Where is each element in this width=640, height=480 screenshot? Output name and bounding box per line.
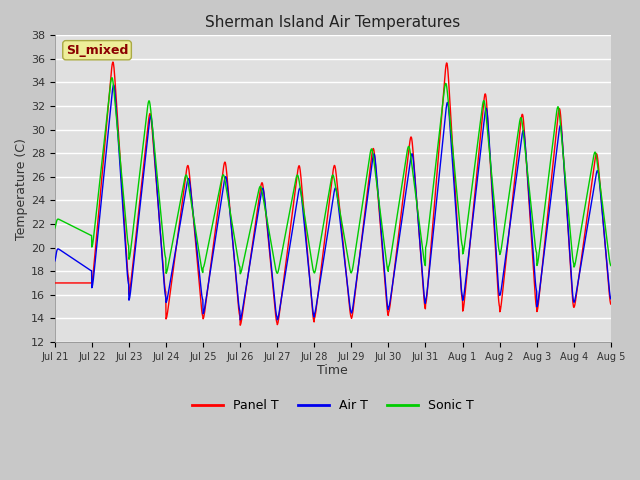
Line: Air T: Air T	[55, 85, 611, 320]
Air T	[558, 135, 566, 141]
Sonic T	[495, 246, 502, 252]
Sonic T	[51, 226, 59, 231]
Sonic T	[607, 263, 614, 268]
Air T	[51, 258, 59, 264]
Panel T	[51, 280, 59, 286]
Panel T	[558, 134, 566, 140]
Sonic T	[349, 262, 357, 268]
X-axis label: Time: Time	[317, 364, 348, 377]
Sonic T	[362, 182, 369, 188]
Panel T	[362, 205, 369, 211]
Panel T	[206, 268, 214, 274]
Air T	[607, 296, 614, 302]
Air T	[110, 82, 118, 88]
Y-axis label: Temperature (C): Temperature (C)	[15, 138, 28, 240]
Panel T	[109, 59, 116, 65]
Line: Panel T: Panel T	[55, 62, 611, 325]
Panel T	[349, 306, 357, 312]
Air T	[362, 211, 369, 216]
Panel T	[607, 301, 614, 307]
Air T	[206, 270, 214, 276]
Sonic T	[236, 271, 244, 276]
Title: Sherman Island Air Temperatures: Sherman Island Air Temperatures	[205, 15, 460, 30]
Line: Sonic T: Sonic T	[55, 78, 611, 274]
Air T	[495, 288, 502, 294]
Legend: Panel T, Air T, Sonic T: Panel T, Air T, Sonic T	[187, 394, 479, 417]
Sonic T	[573, 247, 581, 253]
Sonic T	[108, 75, 116, 81]
Panel T	[236, 323, 244, 328]
Text: SI_mixed: SI_mixed	[66, 44, 128, 57]
Panel T	[495, 299, 502, 305]
Panel T	[573, 283, 581, 289]
Air T	[236, 317, 244, 323]
Sonic T	[558, 140, 566, 146]
Air T	[573, 282, 581, 288]
Sonic T	[206, 234, 214, 240]
Air T	[349, 301, 357, 307]
